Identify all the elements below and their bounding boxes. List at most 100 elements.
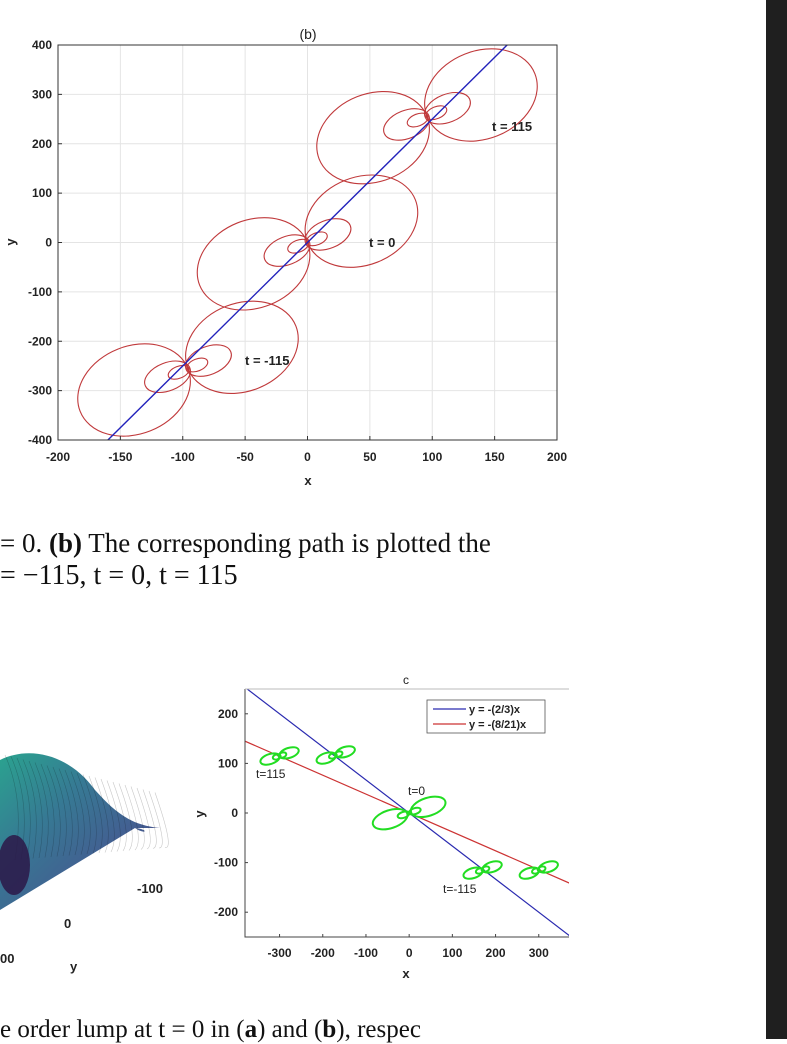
chart-c-lump-contour — [371, 807, 409, 831]
surface-mesh-line — [52, 766, 67, 857]
surface-mesh — [0, 753, 160, 910]
chart-c-legend-label-1: y = -(2/3)x — [469, 704, 521, 716]
chart-c-lump — [371, 795, 447, 831]
surface-mesh-line — [46, 765, 61, 857]
surface-mesh-line — [112, 781, 127, 852]
chart-b-xtick-label: 200 — [547, 450, 567, 464]
surface-mesh-line — [124, 784, 139, 851]
chart-b-lump — [316, 48, 538, 185]
chart-c-xlabel: x — [402, 966, 410, 981]
chart-c-xtick-label: 100 — [442, 946, 462, 960]
chart-c-lump-contour — [474, 867, 485, 875]
surface-mesh-line — [94, 777, 109, 853]
chart-c-legend-box — [426, 699, 546, 734]
chart-b-lump-contour — [304, 174, 419, 268]
chart-c-title: c — [403, 673, 409, 687]
chart-c-ytick-label: 200 — [218, 707, 238, 721]
chart-b-annotation-tm115: t = -115 — [245, 353, 289, 368]
chart-c-lump-contour — [531, 867, 541, 875]
chart-c-lump-contour — [409, 795, 447, 819]
chart-c-ytick-label: -200 — [214, 905, 238, 919]
caption-line-1-ref: (b) — [48, 528, 82, 558]
chart-b: -200 -150 -100 -50 0 50 100 150 200 400 300 200 100 0… — [3, 26, 567, 488]
chart-b-lump-contour — [167, 364, 190, 380]
chart-c-legend-label-2: y = -(8/21)x — [469, 719, 527, 731]
chart-b-lump-contour — [144, 360, 191, 394]
chart-b-xtick-label: 100 — [422, 450, 442, 464]
caption-line-1: = 0. (b) The corresponding path is plott… — [0, 528, 491, 559]
surface-mesh-line — [76, 772, 91, 855]
chart-b-path-line — [106, 45, 509, 440]
chart-b-annotation-t0: t = 0 — [369, 235, 395, 250]
chart-c-legend: y = -(2/3)x y = -(8/21)x — [426, 699, 546, 734]
caption-line-1-text: The corresponding path is plotted the — [81, 528, 491, 558]
surface-mesh-line — [28, 760, 43, 859]
chart-c-lump — [518, 860, 559, 880]
surface-mesh-line — [130, 786, 145, 850]
chart-c-ytick-label: -100 — [214, 856, 238, 870]
chart-b-xtick-label: 50 — [363, 450, 377, 464]
chart-b-ytick-label: 100 — [32, 186, 52, 200]
chart-c-axes — [244, 689, 569, 938]
surface-mesh-line — [136, 787, 151, 850]
surface-mesh-line — [34, 762, 49, 858]
chart-c-ylabel: y — [192, 810, 207, 818]
surface-mesh-line — [88, 775, 103, 854]
surface-plot-fragment: -100 0 00 y — [0, 753, 169, 974]
surface-mesh-line — [40, 763, 55, 858]
chart-c-lump-contour — [271, 753, 282, 761]
chart-b-annotation-t115: t = 115 — [492, 119, 532, 134]
chart-c-ytick-label: 0 — [231, 806, 238, 820]
surface-mesh-line — [154, 792, 169, 848]
chart-b-lump-contour — [304, 218, 352, 251]
chart-c-lump-contour — [333, 750, 344, 758]
chart-b-title: (b) — [299, 26, 316, 42]
chart-b-lump-contour — [186, 357, 209, 373]
chart-b-lump-contour — [425, 105, 448, 121]
surface-mesh-line — [82, 774, 97, 854]
chart-b-xtick-label: -200 — [46, 450, 70, 464]
chart-b-lump-contour — [383, 108, 431, 141]
surface-mesh-line — [100, 778, 115, 853]
chart-c-annotation-tm115: t=-115 — [443, 882, 477, 896]
chart-c-lumps — [259, 745, 559, 880]
chart-b-xtick-label: -50 — [236, 450, 254, 464]
chart-b-lump-contour — [406, 112, 429, 128]
chart-c-lump — [315, 745, 356, 765]
chart-c-annotation-t0: t=0 — [408, 784, 425, 798]
surface-tick-minus100: -100 — [137, 881, 163, 896]
chart-b-ticks: -200 -150 -100 -50 0 50 100 150 200 400 300 200 100 0… — [28, 38, 567, 464]
chart-b-ytick-label: -100 — [28, 285, 52, 299]
chart-b-xtick-label: 0 — [304, 450, 311, 464]
surface-mesh-line — [64, 769, 79, 856]
caption-line-2: = −115, t = 0, t = 115 — [0, 560, 238, 591]
chart-c-xtick-label: -100 — [354, 946, 378, 960]
chart-b-xtick-label: -100 — [171, 450, 195, 464]
chart-b-lump-contour — [184, 344, 232, 377]
chart-b-ytick-label: 200 — [32, 137, 52, 151]
chart-c-xtick-label: 300 — [529, 946, 549, 960]
chart-b-ytick-label: -300 — [28, 384, 52, 398]
caption-line-3-ref-b: b — [322, 1016, 337, 1043]
chart-b-xtick-label: -150 — [108, 450, 132, 464]
surface-shadow — [0, 835, 30, 895]
chart-b-ylabel: y — [3, 238, 18, 246]
chart-c-lump-contour — [408, 806, 422, 816]
chart-b-lumps — [77, 48, 538, 437]
surface-mesh-line — [142, 789, 157, 849]
chart-b-lump — [77, 300, 299, 437]
chart-b-xlabel: x — [304, 473, 312, 488]
chart-c-annotation-t115: t=115 — [256, 767, 286, 781]
caption-line-3-ref-a: a — [244, 1016, 258, 1043]
chart-c-xtick-label: 0 — [406, 946, 413, 960]
chart-b-ytick-label: -200 — [28, 334, 52, 348]
surface-tick-00: 00 — [0, 951, 14, 966]
surface-mesh-line — [16, 757, 31, 860]
chart-b-ytick-label: 0 — [45, 236, 52, 250]
chart-b-lump-contour — [263, 234, 311, 267]
caption-line-3: e order lump at t = 0 in (a) and (b), re… — [0, 1016, 421, 1044]
chart-c-lump-contour — [277, 751, 288, 759]
chart-c-xtick-label: -200 — [311, 946, 335, 960]
